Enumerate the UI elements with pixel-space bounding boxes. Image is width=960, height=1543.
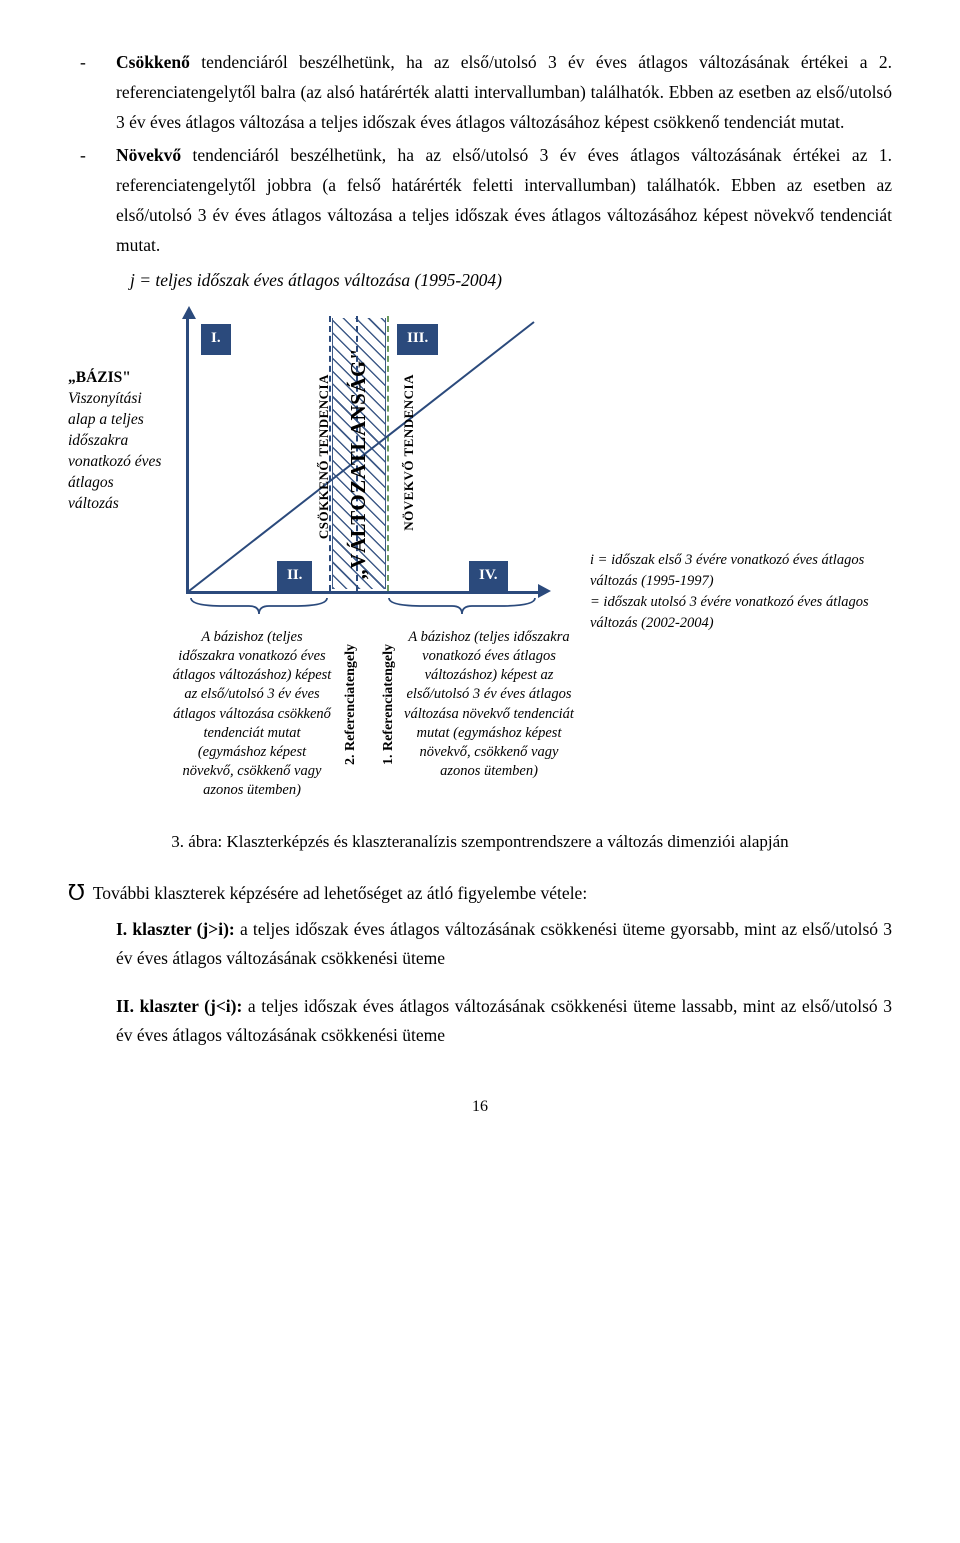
- bullet-lead: Csökkenő: [116, 52, 190, 72]
- cluster-1-lead: I. klaszter (j>i):: [116, 919, 235, 939]
- brace-left-icon: [189, 596, 329, 618]
- bazis-label: „BÁZIS" Viszonyítási alap a teljes idősz…: [68, 368, 168, 514]
- annotation-right-2: = időszak utolsó 3 évére vonatkozó éves …: [590, 592, 880, 634]
- bullet-lead: Növekvő: [116, 145, 181, 165]
- page-number: 16: [68, 1093, 892, 1120]
- bazis-title: „BÁZIS": [68, 368, 168, 389]
- equation-line: j = teljes időszak éves átlagos változás…: [130, 266, 892, 296]
- label-unchanged: „VÁLTOZATLANSÁG": [341, 348, 377, 580]
- quadrant-diagram: „BÁZIS" Viszonyítási alap a teljes idősz…: [68, 318, 892, 818]
- section-symbol-icon: ℧: [68, 879, 85, 908]
- bazis-sub: Viszonyítási alap a teljes időszakra von…: [68, 389, 168, 515]
- label-decreasing: CSÖKKENŐ TENDENCIA: [313, 374, 335, 539]
- quadrant-3-label: III.: [397, 324, 438, 355]
- axis-1-label: 1. Referenciatengely: [377, 644, 401, 765]
- section-further: ℧ További klaszterek képzésére ad lehető…: [68, 879, 892, 909]
- brace-right-icon: [387, 596, 537, 618]
- annotation-left: A bázishoz (teljes időszakra vonatkozó é…: [172, 628, 332, 800]
- bullet-text: tendenciáról beszélhetünk, ha az első/ut…: [116, 145, 892, 254]
- cluster-2-para: II. klaszter (j<i): a teljes időszak éve…: [68, 992, 892, 1052]
- arrow-right-icon: [538, 584, 551, 598]
- plot-area: CSÖKKENŐ TENDENCIA „VÁLTOZATLANSÁG" NÖVE…: [186, 318, 539, 594]
- bullet-item: Növekvő tendenciáról beszélhetünk, ha az…: [80, 141, 892, 260]
- cluster-2-lead: II. klaszter (j<i):: [116, 996, 242, 1016]
- figure-wrap: „BÁZIS" Viszonyítási alap a teljes idősz…: [68, 318, 892, 857]
- label-increasing: NÖVEKVŐ TENDENCIA: [398, 374, 420, 531]
- annotation-right: i = időszak első 3 évére vonatkozó éves …: [590, 550, 880, 634]
- quadrant-1-label: I.: [201, 324, 231, 355]
- bullet-text: tendenciáról beszélhetünk, ha az első/ut…: [116, 52, 892, 132]
- figure-caption: 3. ábra: Klaszterképzés és klaszteranalí…: [68, 828, 892, 857]
- quadrant-4-label: IV.: [469, 561, 508, 592]
- further-text: További klaszterek képzésére ad lehetősé…: [93, 879, 587, 909]
- bullet-list: Csökkenő tendenciáról beszélhetünk, ha a…: [68, 48, 892, 260]
- annotation-middle: A bázishoz (teljes időszakra vonatkozó é…: [404, 628, 574, 781]
- cluster-1-para: I. klaszter (j>i): a teljes időszak éves…: [68, 915, 892, 975]
- quadrant-2-label: II.: [277, 561, 312, 592]
- axis-2-label: 2. Referenciatengely: [339, 644, 363, 765]
- bullet-item: Csökkenő tendenciáról beszélhetünk, ha a…: [80, 48, 892, 137]
- annotation-right-1: i = időszak első 3 évére vonatkozó éves …: [590, 550, 880, 592]
